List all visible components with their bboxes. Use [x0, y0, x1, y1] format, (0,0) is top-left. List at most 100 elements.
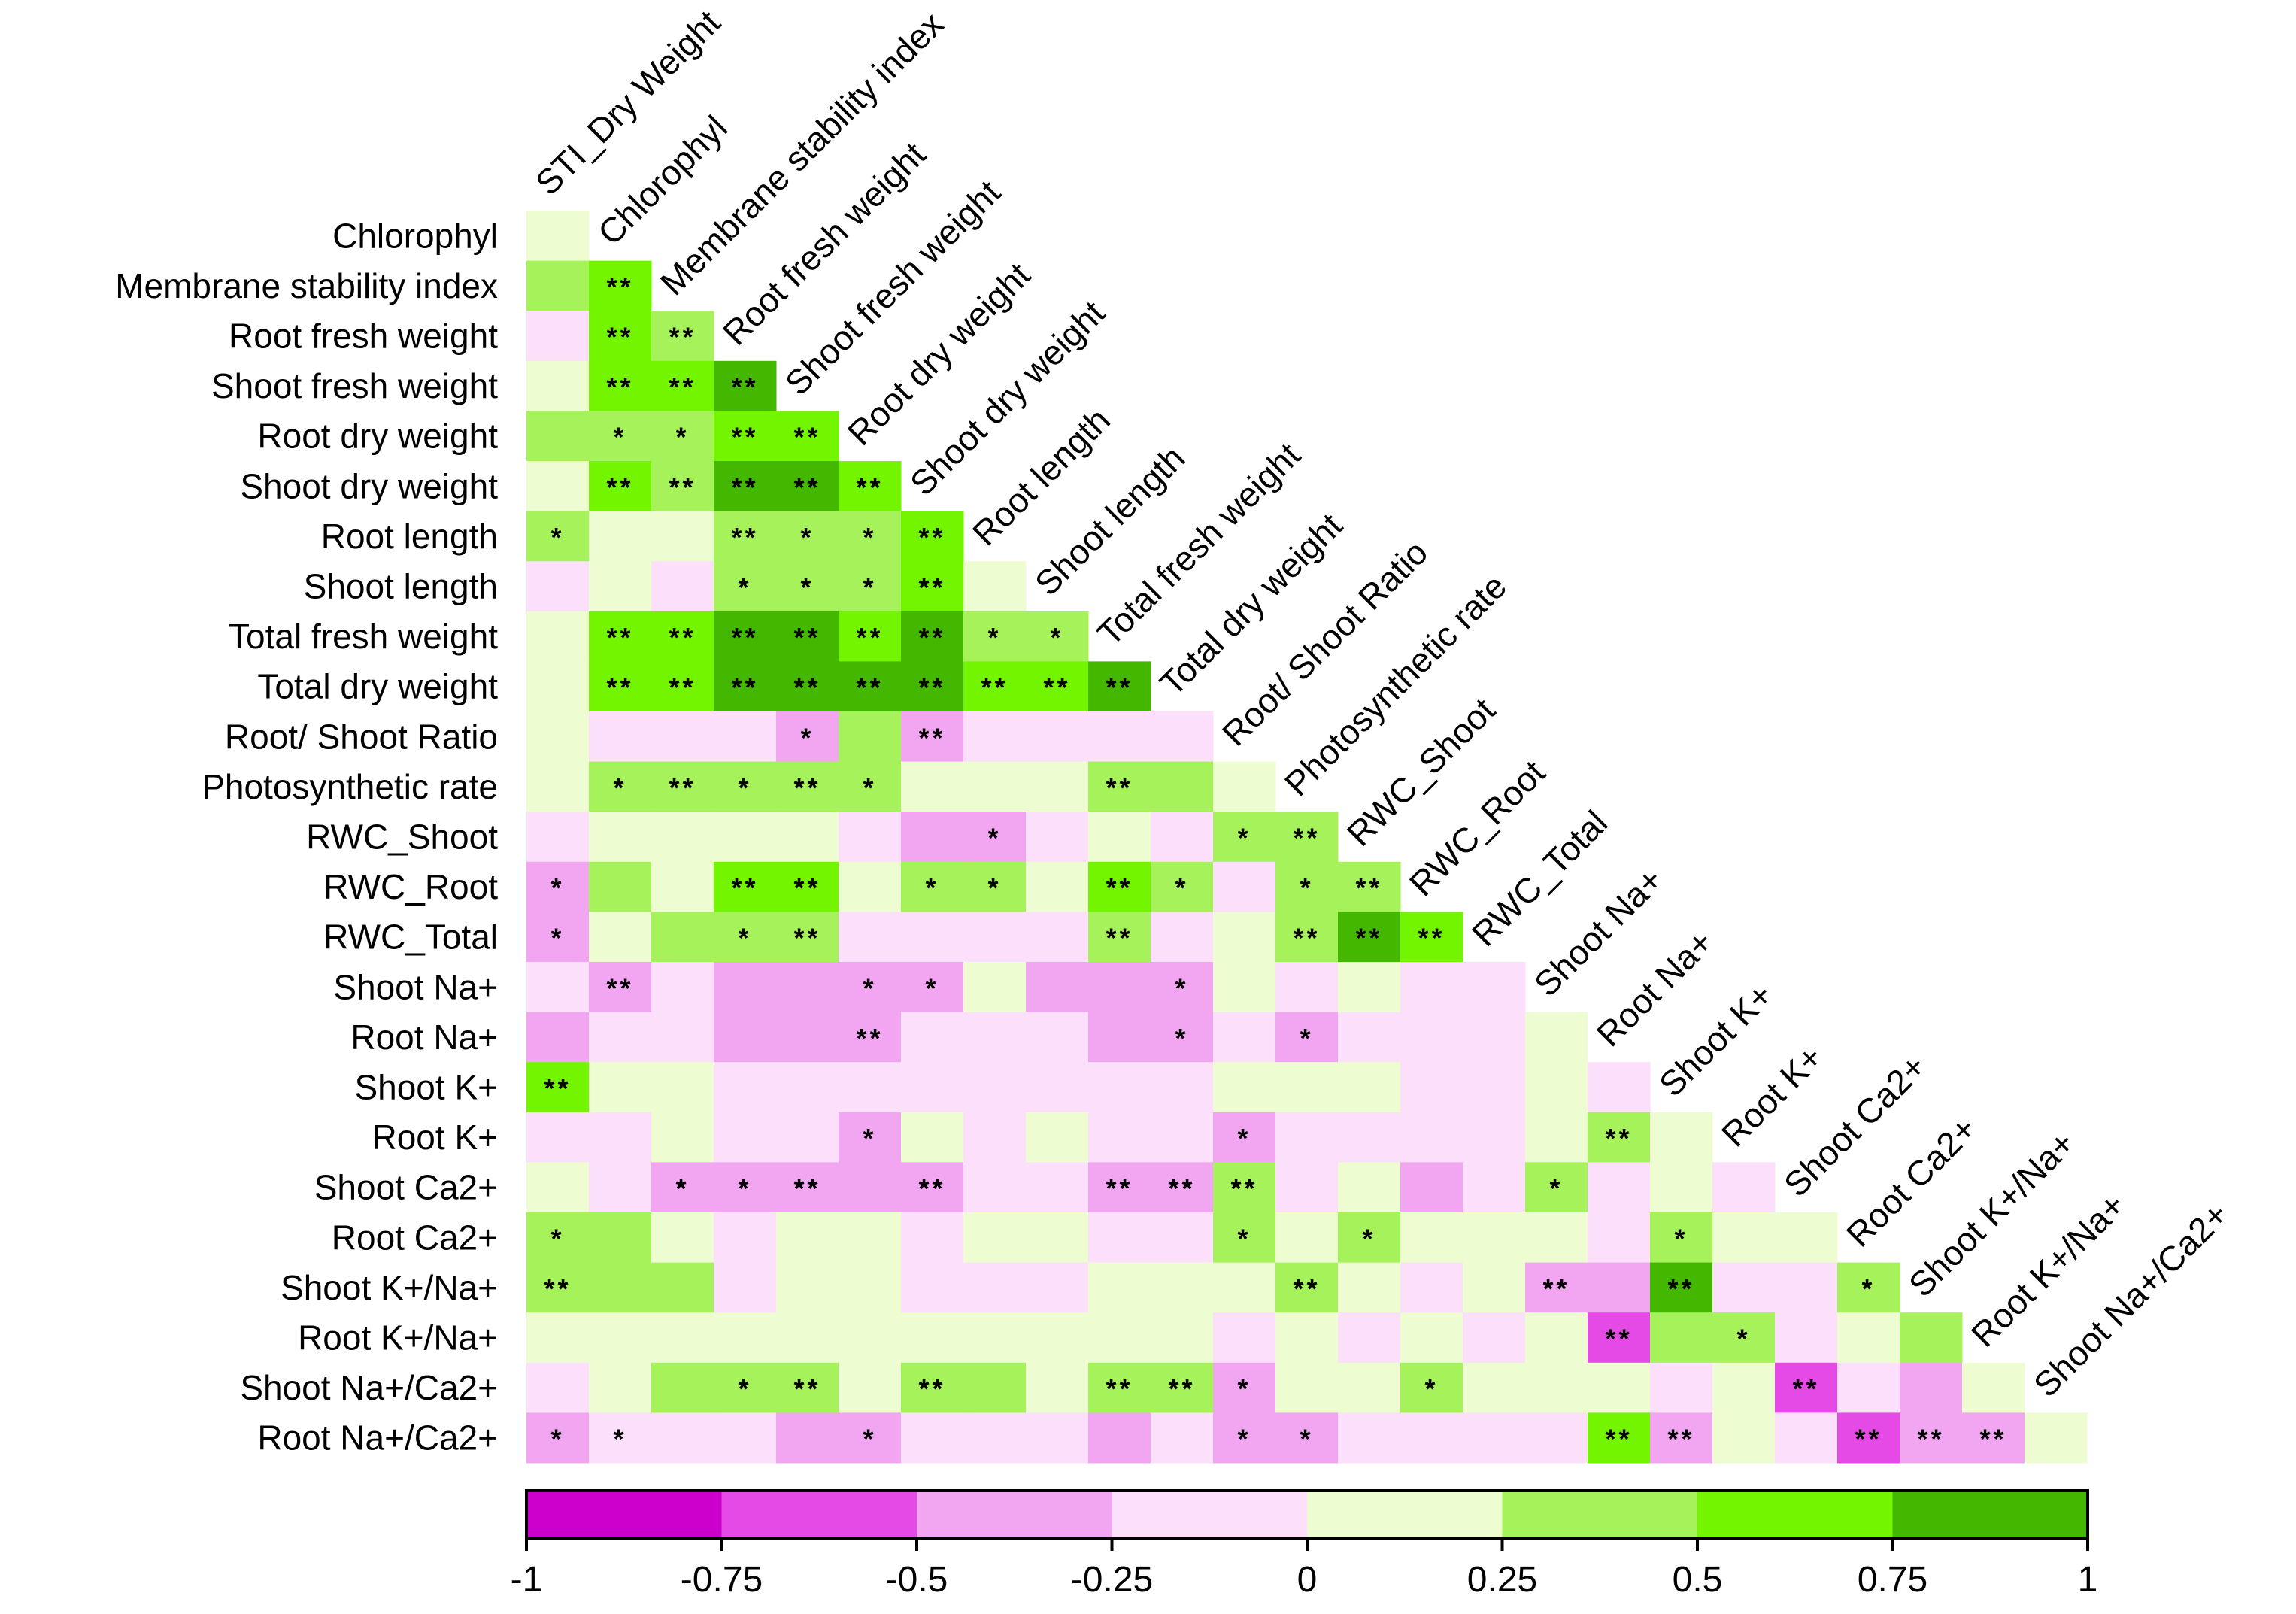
heatmap-cell	[1400, 1212, 1463, 1264]
significance-marker: **	[1667, 1273, 1694, 1304]
heatmap-cell	[1088, 861, 1151, 912]
significance-marker: **	[731, 672, 758, 703]
significance-marker: **	[544, 1073, 571, 1104]
heatmap-cell	[1775, 1212, 1838, 1264]
heatmap-cell	[839, 1312, 902, 1364]
row-label: Shoot fresh weight	[211, 366, 498, 405]
heatmap-cell	[589, 812, 652, 863]
heatmap-cell	[1463, 1312, 1526, 1364]
column-label: Root fresh weight	[715, 135, 933, 353]
heatmap-cell	[839, 761, 902, 812]
heatmap-cell	[963, 962, 1027, 1013]
heatmap-cell	[1400, 962, 1463, 1013]
heatmap-cell	[901, 1212, 964, 1264]
heatmap-cell	[1463, 1012, 1526, 1063]
heatmap-cell	[526, 761, 590, 812]
colorbar-segment	[1892, 1491, 2088, 1539]
heatmap-cell	[651, 511, 714, 562]
significance-marker: **	[1106, 672, 1133, 703]
significance-marker: **	[856, 672, 883, 703]
heatmap-cell	[589, 1312, 652, 1364]
colorbar-segment	[721, 1491, 917, 1539]
heatmap-cell	[776, 1362, 839, 1413]
significance-marker: **	[606, 472, 633, 502]
heatmap-cell	[714, 1262, 777, 1313]
heatmap-cell	[1962, 1412, 2025, 1464]
significance-marker: **	[606, 672, 633, 703]
heatmap-cell	[1650, 1362, 1713, 1413]
heatmap-cell	[714, 962, 777, 1013]
significance-marker: *	[800, 572, 814, 603]
significance-marker: **	[1605, 1324, 1632, 1355]
heatmap-cell	[1650, 1112, 1713, 1163]
heatmap-cell	[839, 1112, 902, 1163]
significance-marker: **	[856, 622, 883, 653]
row-label: Root dry weight	[257, 417, 498, 456]
column-label: Shoot Na+/Ca2+	[2026, 1194, 2236, 1404]
heatmap-cell	[526, 1062, 590, 1113]
heatmap-cell	[1213, 1162, 1276, 1213]
heatmap-cell	[1338, 1112, 1401, 1163]
heatmap-cell	[1213, 1262, 1276, 1313]
heatmap-cell	[963, 1012, 1027, 1063]
significance-marker: **	[669, 372, 696, 402]
heatmap-cell	[1463, 1062, 1526, 1113]
significance-marker: **	[1855, 1424, 1882, 1455]
heatmap-cell	[1088, 1012, 1151, 1063]
heatmap-cell	[776, 1412, 839, 1464]
significance-marker: *	[1362, 1223, 1375, 1254]
heatmap-cell	[526, 1112, 590, 1163]
heatmap-cell	[1088, 661, 1151, 712]
heatmap-cell	[526, 1312, 590, 1364]
heatmap-cell	[589, 711, 652, 763]
colorbar-segment	[1697, 1491, 1893, 1539]
significance-marker: **	[606, 272, 633, 302]
heatmap-cell	[1338, 1362, 1401, 1413]
heatmap-cell	[1151, 962, 1214, 1013]
heatmap-cell	[1338, 1212, 1401, 1264]
heatmap-cell	[714, 611, 777, 662]
heatmap-cell	[1088, 1312, 1151, 1364]
significance-marker: **	[731, 522, 758, 553]
heatmap-cell	[1151, 1162, 1214, 1213]
heatmap-cell	[776, 661, 839, 712]
heatmap-cell	[901, 912, 964, 963]
heatmap-cell	[1275, 1312, 1339, 1364]
heatmap-cell	[1275, 1412, 1339, 1464]
significance-marker: **	[1168, 1373, 1195, 1404]
heatmap-cell	[589, 360, 652, 411]
heatmap-cell	[963, 761, 1027, 812]
significance-marker: *	[738, 772, 751, 803]
significance-marker: **	[1106, 1373, 1133, 1404]
significance-marker: *	[1237, 823, 1251, 854]
significance-marker: *	[550, 1424, 564, 1455]
significance-marker: **	[1043, 672, 1070, 703]
significance-marker: **	[1293, 923, 1320, 954]
heatmap-cell	[839, 1212, 902, 1264]
significance-marker: **	[918, 572, 945, 603]
significance-marker: *	[863, 1123, 876, 1154]
heatmap-cell	[714, 1162, 777, 1213]
heatmap-cell	[839, 1162, 902, 1213]
heatmap-cell	[1275, 1212, 1339, 1264]
heatmap-cell	[776, 561, 839, 612]
heatmap-cell	[651, 611, 714, 662]
heatmap-cell	[1338, 1062, 1401, 1113]
heatmap-cell	[839, 912, 902, 963]
heatmap-cell	[651, 761, 714, 812]
heatmap-cell	[1275, 912, 1339, 963]
heatmap-cell	[839, 962, 902, 1013]
heatmap-cell	[963, 1212, 1027, 1264]
significance-marker: **	[793, 672, 820, 703]
significance-marker: *	[613, 1424, 626, 1455]
colorbar-segment	[917, 1491, 1112, 1539]
heatmap-cell	[1151, 1312, 1214, 1364]
heatmap-cell	[901, 1062, 964, 1113]
heatmap-cell	[1088, 1112, 1151, 1163]
significance-marker: **	[856, 1023, 883, 1054]
heatmap-cell	[1463, 1412, 1526, 1464]
heatmap-cell	[526, 311, 590, 362]
colorbar-segment	[526, 1491, 722, 1539]
heatmap-cell	[651, 861, 714, 912]
significance-marker: *	[550, 1223, 564, 1254]
